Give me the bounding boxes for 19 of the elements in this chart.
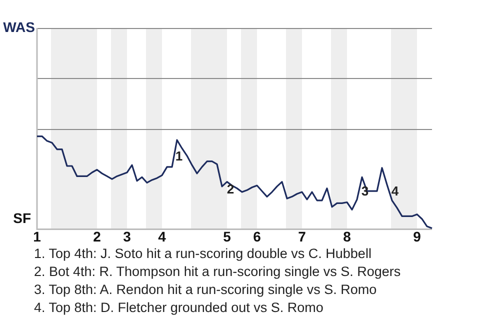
text: 1. Top 4th: J. Soto hit a run-scoring double vs C. Hubbell xyxy=(34,245,372,263)
x-tick-label: 5 xyxy=(223,228,232,244)
x-tick-label: 9 xyxy=(413,228,422,244)
x-tick-label: 1 xyxy=(33,228,42,244)
x-tick-label: 4 xyxy=(158,228,166,244)
text: 2. Bot 4th: R. Thompson hit a run-scoring single vs S. Rogers xyxy=(34,263,401,281)
annotation: 2 xyxy=(226,182,234,197)
text: 3. Top 8th: A. Rendon hit a run-scoring single vs S. Romo xyxy=(34,281,378,299)
x-tick-label: 3 xyxy=(123,228,132,244)
text: 4. Top 8th: D. Fletcher grounded out vs S. Romo xyxy=(34,299,324,317)
x-tick-label: 7 xyxy=(298,228,306,244)
text: SF xyxy=(13,210,32,226)
annotation: 1 xyxy=(175,148,183,164)
x-tick-label: 8 xyxy=(343,228,352,244)
text: WAS xyxy=(3,18,35,35)
annotation: 3 xyxy=(361,184,369,199)
x-tick-label: 6 xyxy=(253,228,262,244)
annotation: 4 xyxy=(391,184,400,199)
x-tick-label: 2 xyxy=(93,228,102,244)
